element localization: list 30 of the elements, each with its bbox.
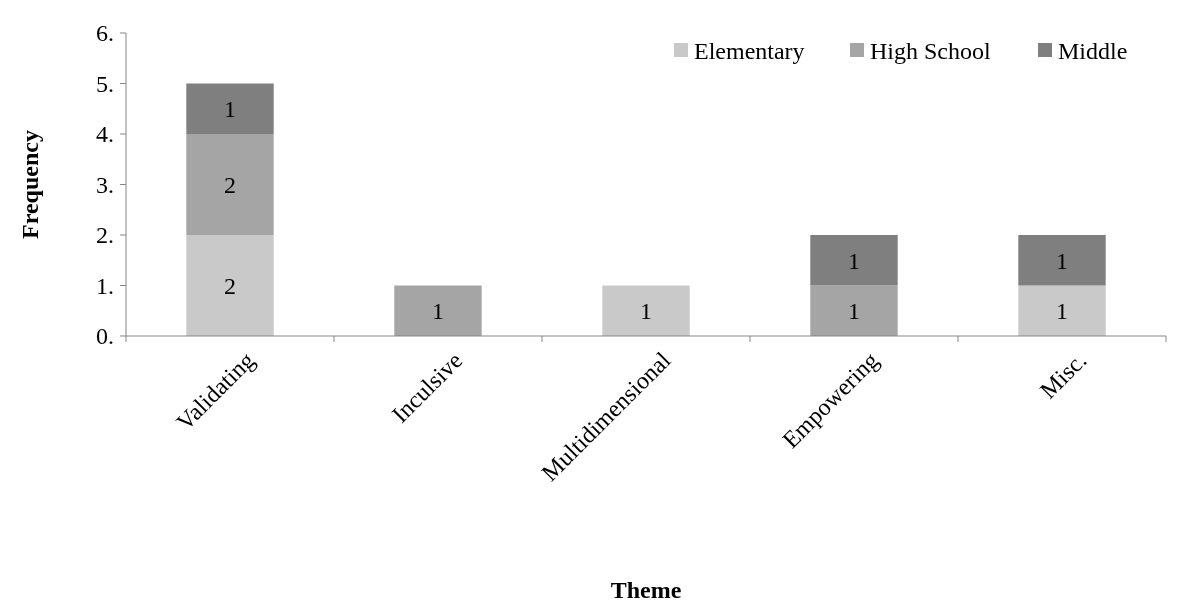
x-axis-title: Theme: [610, 577, 682, 603]
data-label: 2: [224, 272, 236, 299]
data-label: 2: [224, 171, 236, 198]
bar: [186, 235, 274, 336]
y-tick-label: 5.: [96, 70, 114, 97]
bar: [810, 285, 898, 336]
bar: [810, 235, 898, 286]
y-tick-label: 1.: [96, 272, 114, 299]
data-label: 1: [1056, 298, 1068, 325]
legend-label: Elementary: [694, 38, 805, 65]
bar: [186, 83, 274, 134]
data-label: 1: [848, 298, 860, 325]
y-tick-label: 3.: [96, 171, 114, 198]
legend-label: Middle: [1058, 38, 1128, 65]
data-label: 1: [224, 96, 236, 123]
data-label: 1: [848, 247, 860, 274]
y-axis-title: Frequency: [17, 130, 43, 239]
y-tick-label: 2.: [96, 222, 114, 249]
y-tick-label: 4.: [96, 121, 114, 148]
bar: [1018, 285, 1106, 336]
bar: [602, 285, 690, 336]
data-label: 1: [1056, 247, 1068, 274]
bar: [1018, 235, 1106, 286]
bar: [186, 134, 274, 235]
y-tick-label: 0.: [96, 323, 114, 350]
legend-label: High School: [870, 38, 991, 65]
y-tick-label: 6.: [96, 20, 114, 47]
data-label: 1: [640, 298, 652, 325]
bar: [394, 285, 482, 336]
data-label: 1: [432, 298, 444, 325]
